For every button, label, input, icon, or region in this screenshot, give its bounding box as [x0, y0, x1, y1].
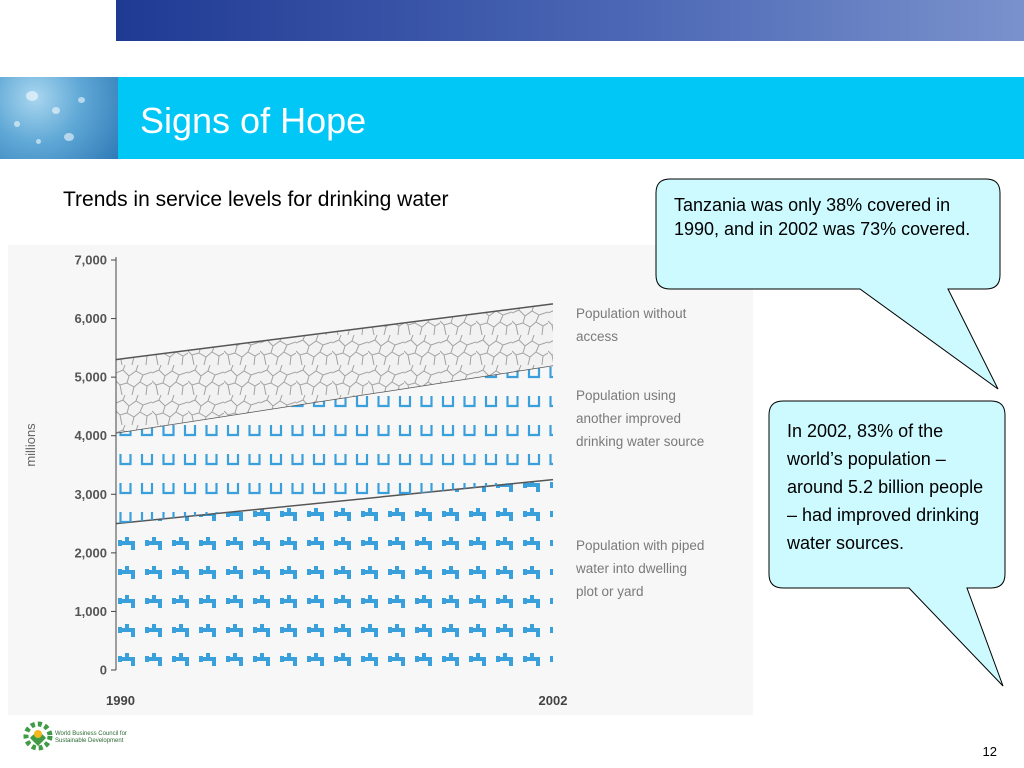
y-tick-label: 6,000 — [74, 311, 107, 326]
y-tick-label: 2,000 — [74, 545, 107, 560]
y-tick-label: 4,000 — [74, 428, 107, 443]
page-number: 12 — [982, 744, 997, 759]
legend-piped-line-1: Population with piped — [576, 538, 704, 553]
water-drops-image — [0, 77, 118, 159]
series-area-no-access — [116, 303, 553, 433]
stacked-area-chart: Population with piped water into dwelling… — [23, 253, 704, 709]
y-tick-label: 7,000 — [74, 253, 107, 268]
callout-world-text: In 2002, 83% of the world’s population –… — [787, 421, 984, 553]
legend-piped-line-2: water into dwelling — [575, 561, 687, 576]
series-area-piped — [116, 479, 553, 670]
callout-tanzania: Tanzania was only 38% covered in 1990, a… — [655, 178, 1001, 391]
x-tick-label: 1990 — [106, 693, 135, 708]
callout-tanzania-text: Tanzania was only 38% covered in 1990, a… — [674, 195, 971, 239]
slide-title: Signs of Hope — [140, 100, 367, 141]
chart-area: Population with piped water into dwelling… — [8, 245, 753, 715]
legend-no-access-line-2: access — [576, 329, 618, 344]
y-tick-label: 1,000 — [74, 604, 107, 619]
series-area-other-improved — [116, 365, 553, 524]
y-tick-label: 0 — [100, 663, 107, 678]
y-tick-label: 5,000 — [74, 370, 107, 385]
legend-no-access-line-1: Population without — [576, 306, 687, 321]
top-banner — [116, 0, 1024, 41]
title-band — [0, 77, 1024, 159]
legend-other-improved-line-2: another improved — [576, 411, 681, 426]
wbcsd-logo-text: World Business Council for Sustainable D… — [55, 731, 127, 744]
callout-shape — [655, 178, 1001, 390]
x-tick-label: 2002 — [539, 693, 568, 708]
callout-shape — [768, 400, 1006, 687]
y-axis-title: millions — [23, 423, 38, 467]
wbcsd-logo — [22, 718, 142, 758]
y-tick-label: 3,000 — [74, 487, 107, 502]
wbcsd-logo-icon — [23, 721, 53, 751]
legend-other-improved-line-3: drinking water source — [576, 434, 704, 449]
callout-world: In 2002, 83% of the world’s population –… — [768, 400, 1009, 687]
series-area-no-access-top-line — [115, 303, 554, 361]
legend-other-improved-line-1: Population using — [576, 388, 676, 403]
chart-subtitle: Trends in service levels for drinking wa… — [63, 188, 449, 211]
legend-piped-line-3: plot or yard — [576, 584, 644, 599]
